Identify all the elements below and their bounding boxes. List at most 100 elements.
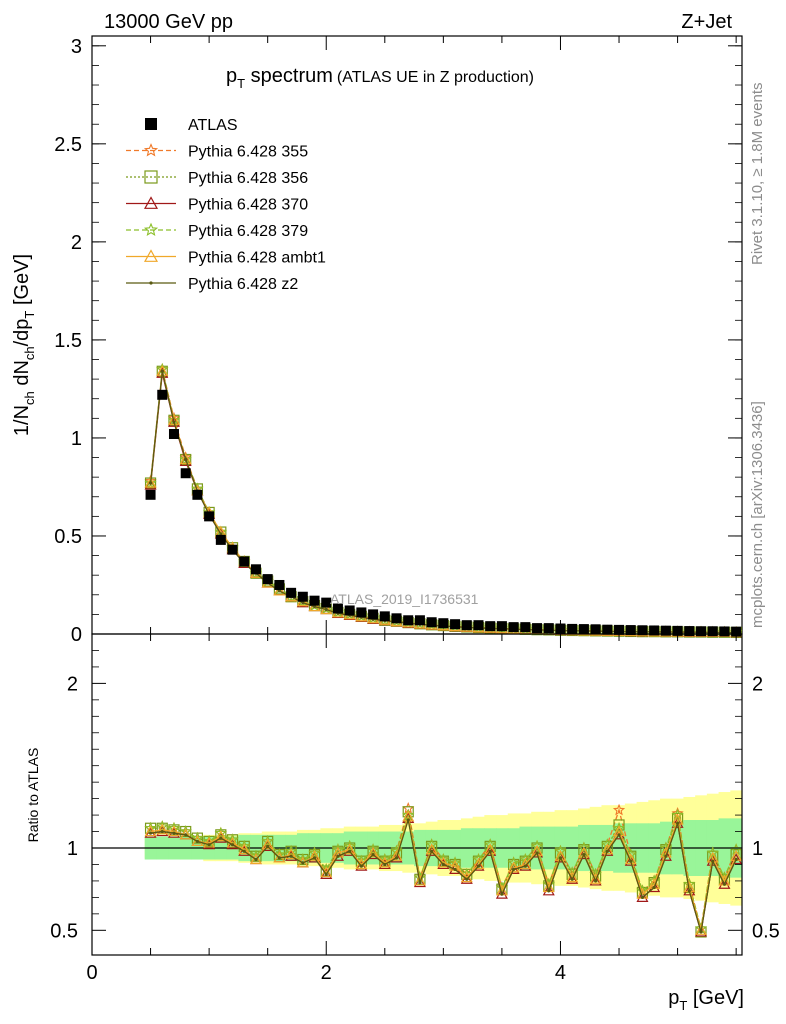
ratio-series-point <box>261 840 274 851</box>
ratio-series-point <box>406 818 410 822</box>
ratio-series-point <box>367 845 379 857</box>
ratio-y-tick-label: 1 <box>67 838 78 860</box>
ratio-series-point <box>413 876 426 888</box>
series-point <box>184 457 188 462</box>
series-point <box>324 607 328 612</box>
ratio-series-point <box>472 859 485 871</box>
legend-label: Pythia 6.428 355 <box>188 144 308 161</box>
ratio-series-point <box>238 845 251 856</box>
atlas-data-point <box>614 624 625 635</box>
ratio-series-line <box>150 812 737 929</box>
atlas-data-point <box>239 556 250 567</box>
ratio-series-point <box>320 868 333 879</box>
atlas-data-point <box>450 619 461 630</box>
ratio-series-point <box>554 849 567 861</box>
atlas-data-point <box>555 623 566 634</box>
y-tick-label: 2.5 <box>54 134 82 156</box>
ratio-series-point <box>308 846 321 859</box>
atlas-data-point <box>567 623 578 634</box>
x-tick-label: 4 <box>555 962 566 984</box>
atlas-data-point <box>731 626 742 637</box>
atlas-data-point <box>180 468 191 479</box>
lower-frame <box>91 633 743 956</box>
ratio-series-point <box>320 865 332 877</box>
ratio-series-point <box>448 856 462 869</box>
series-point <box>160 369 164 373</box>
ratio-series-point <box>566 871 579 883</box>
atlas-data-point <box>274 579 285 590</box>
ratio-series-point <box>722 882 727 886</box>
atlas-data-point <box>696 626 707 637</box>
ratio-series-point <box>488 849 492 853</box>
ratio-series-point <box>331 843 345 855</box>
legend: ATLAS Pythia 6.428 355 Pythia 6.428 356 Pyt… <box>126 117 326 293</box>
series-point <box>179 453 192 465</box>
ratio-series-point <box>214 826 227 839</box>
ratio-series-point <box>238 839 251 852</box>
atlas-data-point <box>157 389 168 400</box>
atlas-data-point <box>297 591 308 602</box>
legend-label: Pythia 6.428 370 <box>188 197 308 214</box>
atlas-data-point <box>532 623 543 634</box>
ratio-series-point <box>191 835 204 847</box>
ratio-series-point <box>148 831 153 835</box>
ratio-series-point <box>214 830 227 842</box>
y-axis-label: 1/Nch dNch/dpT [GeV] <box>11 254 37 436</box>
y-tick-label: 3 <box>71 36 82 58</box>
atlas-data-point <box>168 429 179 440</box>
atlas-data-point <box>473 620 484 631</box>
ratio-series-point <box>734 857 738 862</box>
ratio-series-point <box>277 856 281 860</box>
atlas-data-point <box>707 626 718 637</box>
atlas-data-point <box>426 617 437 628</box>
plot-title-sub: T <box>237 76 245 91</box>
x-tick-label: 2 <box>321 962 332 984</box>
ratio-series-point <box>547 889 551 893</box>
atlas-data-point <box>672 625 683 636</box>
ratio-series-point <box>219 836 223 840</box>
ratio-series-point <box>156 820 169 832</box>
ratio-series-point <box>460 873 473 884</box>
plot-title: pT spectrum (ATLAS UE in Z production) <box>226 65 534 91</box>
ratio-series-point <box>285 848 298 860</box>
ratio-series-point <box>207 843 211 847</box>
ratio-series-point <box>652 885 656 890</box>
ratio-series-point <box>348 849 352 853</box>
ratio-series-point <box>308 848 321 861</box>
ratio-series-point <box>261 838 274 850</box>
atlas-data-point <box>250 564 261 575</box>
ratio-series-point <box>624 853 637 865</box>
y-tick-label: 0 <box>71 624 82 646</box>
ratio-series-point <box>476 864 481 868</box>
ratio-series-point <box>594 879 598 883</box>
ratio-series-point <box>195 839 200 844</box>
atlas-data-point <box>543 623 554 634</box>
legend-label: Pythia 6.428 356 <box>188 170 308 187</box>
atlas-data-point <box>625 625 636 636</box>
ratio-series-point <box>308 849 321 861</box>
ratio-series-point <box>718 877 731 889</box>
ratio-series-point <box>512 867 516 872</box>
ratio-series-point <box>378 858 391 870</box>
legend-marker <box>143 143 159 157</box>
ratio-series-point <box>367 846 380 858</box>
legend-atlas-label: ATLAS <box>188 117 238 134</box>
analysis-watermark: ATLAS_2019_I1736531 <box>330 591 479 607</box>
ratio-series-point <box>465 877 469 881</box>
ratio-series-point <box>570 877 574 881</box>
ratio-y-axis-label: Ratio to ATLAS <box>25 748 41 843</box>
ratio-series-point <box>425 838 438 850</box>
ratio-series-point <box>699 930 703 934</box>
series-point <box>312 604 317 609</box>
ratio-series-point <box>156 823 169 835</box>
ratio-y-tick-label: 2 <box>67 673 78 695</box>
ratio-series-point <box>242 849 246 853</box>
ratio-y-tick-label: 0.5 <box>50 920 78 942</box>
ratio-series-point <box>441 862 445 867</box>
y-tick-label: 1 <box>71 428 82 450</box>
series-point <box>172 420 176 424</box>
atlas-data-point <box>321 597 332 608</box>
y-tick-label: 0.5 <box>54 526 82 548</box>
ratio-y-tick-label-right: 2 <box>752 673 763 695</box>
ratio-series-point <box>675 821 680 825</box>
